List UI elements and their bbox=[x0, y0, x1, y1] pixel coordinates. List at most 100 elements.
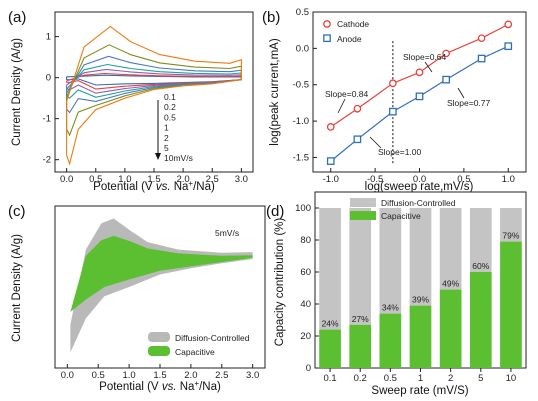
y-tick-label: 1 bbox=[46, 32, 51, 43]
panel-b-legend: Cathode Anode bbox=[323, 19, 369, 44]
y-tick-label: -2 bbox=[43, 155, 51, 166]
panel-a-cv-curves bbox=[66, 25, 242, 166]
x-tick-label: -1.0 bbox=[323, 174, 339, 185]
x-tick-label: 0.5 bbox=[92, 370, 105, 381]
bar-capacitive bbox=[439, 289, 462, 368]
x-tick-label: 1.0 bbox=[123, 370, 136, 381]
panel-d-bars: 24% 27% 34% 39% 49% 60% 79% bbox=[319, 208, 522, 368]
bar-percent-label: 24% bbox=[322, 319, 339, 329]
bar-capacitive bbox=[409, 305, 432, 368]
bar-diffusion bbox=[349, 208, 372, 325]
panel-c-ticks: 0.0 0.5 1.0 1.5 2.0 2.5 3.0 bbox=[61, 364, 259, 381]
anode-point bbox=[326, 157, 335, 165]
x-tick-label: 10 bbox=[506, 373, 517, 384]
y-tick-label: 0 bbox=[46, 73, 51, 84]
cathode-point bbox=[326, 123, 335, 131]
panel-d-ylabel: Capacity contribution (%) bbox=[274, 218, 286, 347]
rate-label: 0.2 bbox=[164, 102, 176, 112]
panel-b-slope-annotations: Slope=0.84 Slope=0.64 Slope=1.00 Slope=0… bbox=[325, 52, 491, 157]
x-tick-label: 0.0 bbox=[61, 370, 74, 381]
anode-point bbox=[442, 75, 450, 84]
slope-arrow-4 bbox=[457, 87, 465, 99]
panel-a-ticks: 0.0 0.5 1.0 1.5 2.0 2.5 3.0 -2 -1 0 1 bbox=[43, 32, 248, 185]
rate-label: 2 bbox=[164, 133, 169, 143]
cathode-point bbox=[389, 79, 397, 88]
panel-d-label: (d) bbox=[266, 203, 284, 220]
bar-diffusion bbox=[500, 208, 522, 242]
x-tick-label: 0.2 bbox=[354, 373, 367, 384]
y-tick-label: -1 bbox=[43, 114, 51, 125]
anode-point bbox=[389, 107, 397, 116]
slope-label-anode-high: Slope=0.77 bbox=[447, 98, 491, 108]
rate-label: 0.1 bbox=[164, 92, 176, 102]
x-tick-label: 1.5 bbox=[147, 174, 160, 185]
panel-a-label: (a) bbox=[8, 9, 26, 26]
y-tick-label: 0 bbox=[306, 363, 311, 374]
panel-a-frame bbox=[54, 11, 254, 173]
panel-c-xlabel: Potential (V vs. Na+/Na) bbox=[99, 379, 221, 394]
x-tick-label: 5 bbox=[478, 373, 483, 384]
y-tick-label: 20 bbox=[300, 331, 311, 342]
x-tick-label: 0.5 bbox=[384, 373, 397, 384]
cathode-point bbox=[477, 34, 486, 43]
x-tick-label: 0.5 bbox=[457, 174, 470, 185]
panel-b-ticks: -1.0 -0.5 0.0 0.5 1.0 -1.5 -1.0 -0.5 0.0 0.5 bbox=[293, 7, 515, 185]
anode-point bbox=[504, 42, 513, 51]
panel-a-arrow-head bbox=[155, 153, 161, 160]
panel-d: (d) 0 20 40 60 80 100 0.1 0.2 0.5 1 2 5 10 24% 27% 34%… bbox=[266, 191, 527, 397]
y-tick-label: 40 bbox=[300, 299, 311, 310]
x-tick-label: 0.0 bbox=[60, 174, 73, 185]
panel-c-label: (c) bbox=[8, 203, 26, 220]
bar-capacitive bbox=[319, 329, 341, 368]
bar-percent-label: 34% bbox=[382, 303, 399, 313]
legend-diffusion-label: Diffusion-Controlled bbox=[175, 333, 250, 343]
bar-capacitive bbox=[349, 324, 372, 368]
slope-arrow-3 bbox=[369, 136, 382, 149]
x-tick-label: 3.0 bbox=[246, 370, 259, 381]
capacitive-area bbox=[70, 235, 253, 312]
legend-diffusion-label: Diffusion-Controlled bbox=[381, 198, 456, 208]
panel-d-ticks: 0 20 40 60 80 100 0.1 0.2 0.5 1 2 5 10 bbox=[295, 203, 516, 384]
cathode-point bbox=[353, 104, 362, 113]
panel-b-xlabel: log(sweep rate,mV/s) bbox=[365, 181, 474, 193]
bar-capacitive bbox=[500, 241, 522, 368]
x-tick-label: 0.0 bbox=[413, 174, 426, 185]
bar-diffusion bbox=[439, 208, 462, 290]
cathode-point bbox=[504, 20, 513, 29]
panel-c-rate-label: 5mV/s bbox=[215, 228, 239, 238]
panel-b-label: (b) bbox=[262, 9, 280, 26]
panel-c-ylabel: Current Density (A/g) bbox=[11, 234, 23, 342]
cathode-point bbox=[415, 68, 424, 77]
legend-diffusion-swatch bbox=[148, 332, 170, 342]
rate-label: 10mV/s bbox=[164, 153, 193, 163]
rate-label: 1 bbox=[164, 123, 169, 133]
x-tick-label: 2 bbox=[448, 373, 453, 384]
bar-percent-label: 49% bbox=[442, 279, 459, 289]
y-tick-label: 60 bbox=[300, 267, 311, 278]
panel-d-legend: Diffusion-Controlled Capacitive bbox=[350, 198, 456, 221]
legend-capacitive-label: Capacitive bbox=[175, 347, 215, 357]
panel-c-legend: Diffusion-Controlled Capacitive bbox=[148, 332, 250, 357]
slope-label-cathode-low: Slope=0.84 bbox=[325, 89, 369, 99]
slope-label-cathode-high: Slope=0.64 bbox=[403, 52, 447, 62]
x-tick-label: 1.5 bbox=[153, 370, 166, 381]
bar-diffusion bbox=[379, 208, 402, 314]
rate-label: 0.5 bbox=[164, 112, 176, 122]
bar-diffusion bbox=[409, 208, 432, 306]
x-tick-label: 2.5 bbox=[215, 370, 228, 381]
panel-c-areas bbox=[70, 218, 253, 353]
x-tick-label: 3.0 bbox=[235, 174, 248, 185]
cv-curve-10mV/s bbox=[66, 25, 242, 166]
x-tick-label: 1.0 bbox=[502, 174, 515, 185]
bar-percent-label: 39% bbox=[412, 295, 429, 305]
legend-cathode-marker bbox=[323, 20, 331, 28]
anode-point bbox=[353, 135, 362, 144]
slope-arrow-2 bbox=[424, 61, 433, 73]
x-tick-label: 1 bbox=[418, 373, 423, 384]
y-tick-label: 80 bbox=[300, 235, 311, 246]
y-tick-label: 0.0 bbox=[296, 43, 309, 54]
bar-diffusion bbox=[469, 208, 492, 272]
panel-b: (b) -1.0 -0.5 0.0 0.5 1.0-1.5-1.0-0.50.00.5 … bbox=[262, 7, 527, 193]
panel-a: (a) 0.0 0.5 1.0 1.5 2.0 2.5 3.0-2-101 0.10.20.… bbox=[8, 9, 254, 193]
